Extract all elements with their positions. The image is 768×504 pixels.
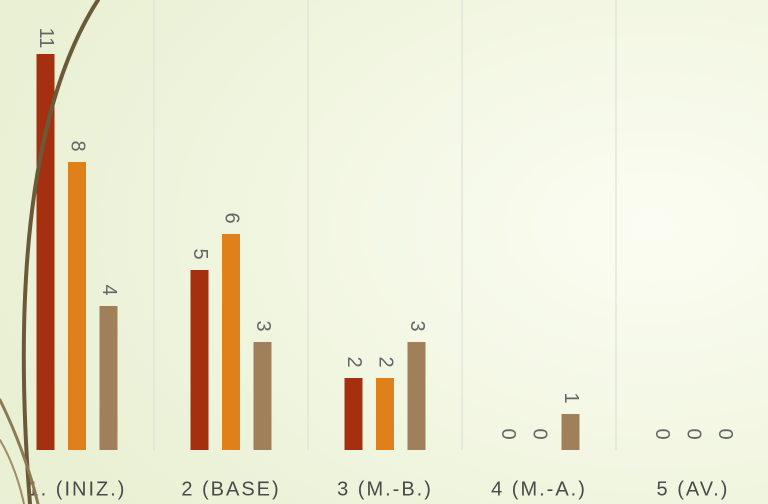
bar [407,342,426,450]
x-tick-label: 1. (INIZ.) [28,478,127,500]
bar [253,342,272,450]
data-label: 11 [35,28,57,49]
plot-area: 1. (INIZ.) 11 8 4 2 (BASE) 5 6 3 3 (M.-B.) 2 2 3 4 (… [28,28,737,501]
data-label: 0 [529,428,551,439]
data-label: 8 [67,140,89,151]
data-label: 0 [651,428,673,439]
bar [376,378,394,450]
data-label: 3 [406,320,428,331]
bar [561,414,580,450]
data-label: 6 [221,212,243,223]
data-label: 2 [375,356,397,367]
data-label: 0 [497,428,519,439]
data-label: 2 [343,356,365,367]
bar [190,270,209,450]
category-separators [153,0,617,450]
x-tick-label: 3 (M.-B.) [337,478,433,500]
data-label: 4 [98,284,120,295]
data-label: 1 [560,392,582,403]
data-label: 0 [683,428,705,439]
data-label: 3 [252,320,274,331]
bar [344,378,363,450]
x-tick-label: 2 (BASE) [181,478,280,500]
data-label: 0 [714,428,736,439]
decor-swoosh [0,0,100,504]
bar [68,162,86,450]
bar [99,306,118,450]
bar [222,234,240,450]
x-tick-label: 4 (M.-A.) [491,478,587,500]
data-label: 5 [189,248,211,259]
x-tick-label: 5 (AV.) [657,478,730,500]
